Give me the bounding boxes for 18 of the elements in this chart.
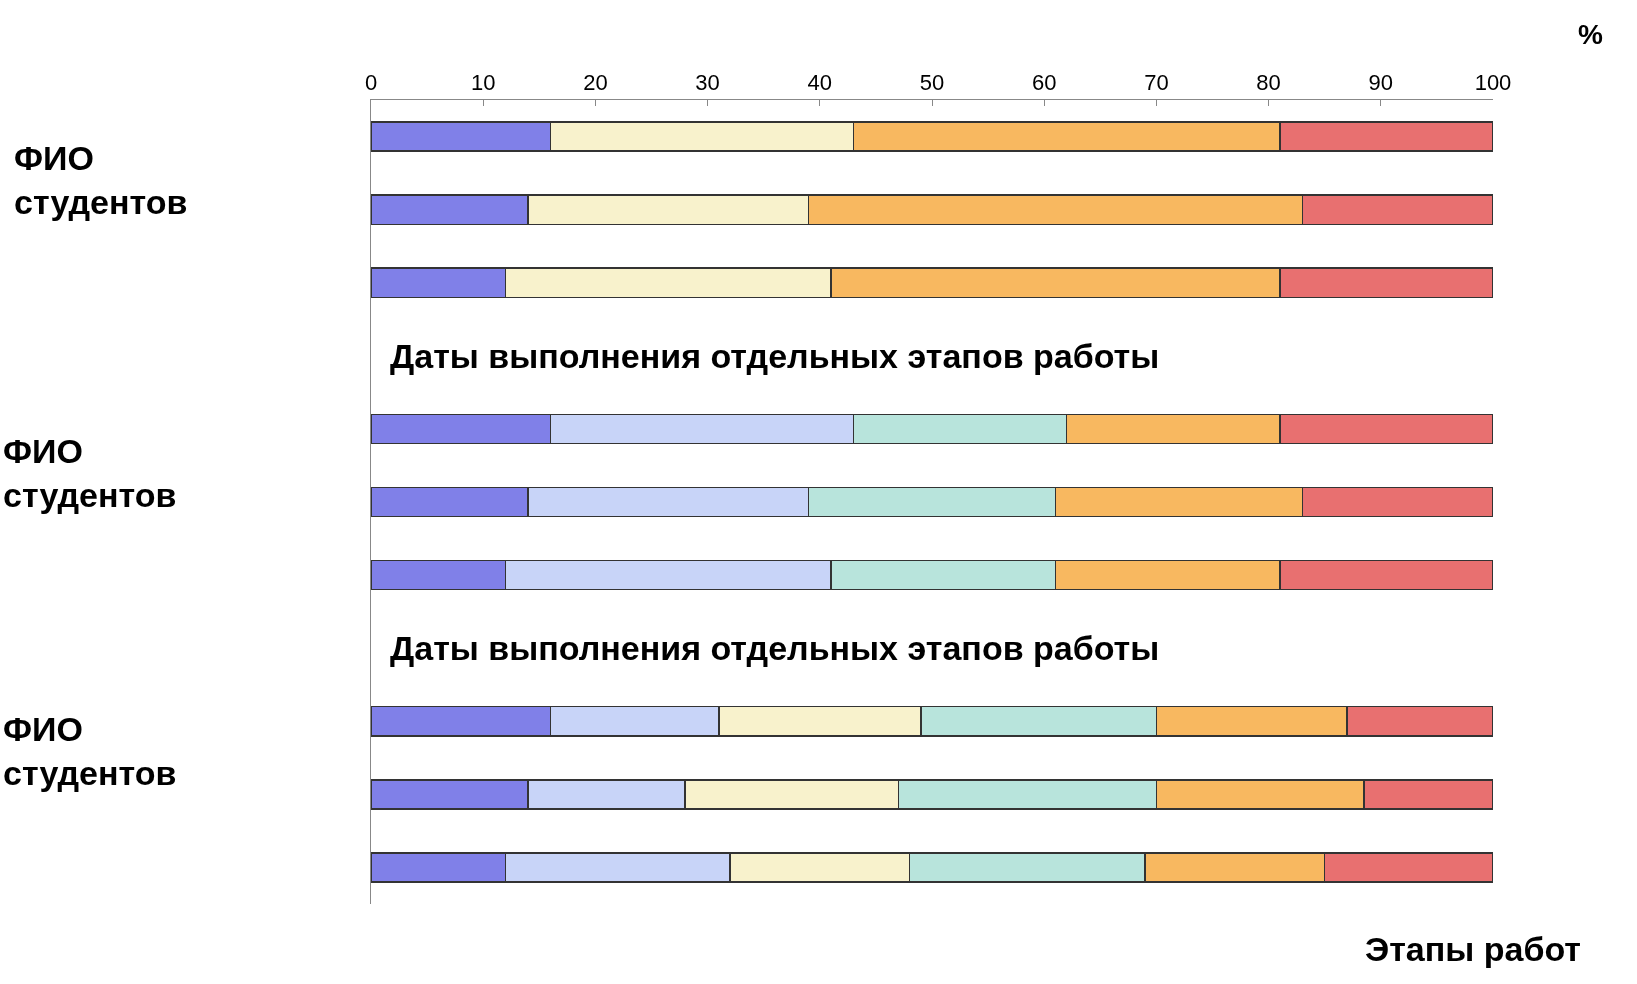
text: % — [1578, 19, 1603, 50]
x-tick-label: 70 — [1144, 70, 1169, 96]
x-tick-label: 100 — [1474, 70, 1512, 96]
x-tick-label: 50 — [919, 70, 945, 96]
text: Этапы работ — [1365, 930, 1582, 968]
x-tick-label: 20 — [583, 70, 608, 96]
x-tick-label: 40 — [807, 70, 833, 96]
x-tick-label: 10 — [470, 70, 496, 96]
text: ФИО студентов — [3, 432, 177, 515]
text: ФИО студентов — [14, 139, 188, 222]
x-tick-label: 60 — [1031, 70, 1057, 96]
x-tick-label: 0 — [364, 70, 378, 96]
annotation: Даты выполнения отдельных этапов работы — [390, 337, 1160, 375]
annotation: Даты выполнения отдельных этапов работы — [390, 629, 1160, 667]
x-tick-label: 80 — [1256, 70, 1281, 96]
x-tick-label: 30 — [695, 70, 720, 96]
x-tick-label: 90 — [1368, 70, 1394, 96]
text: ФИО студентов — [3, 710, 177, 793]
